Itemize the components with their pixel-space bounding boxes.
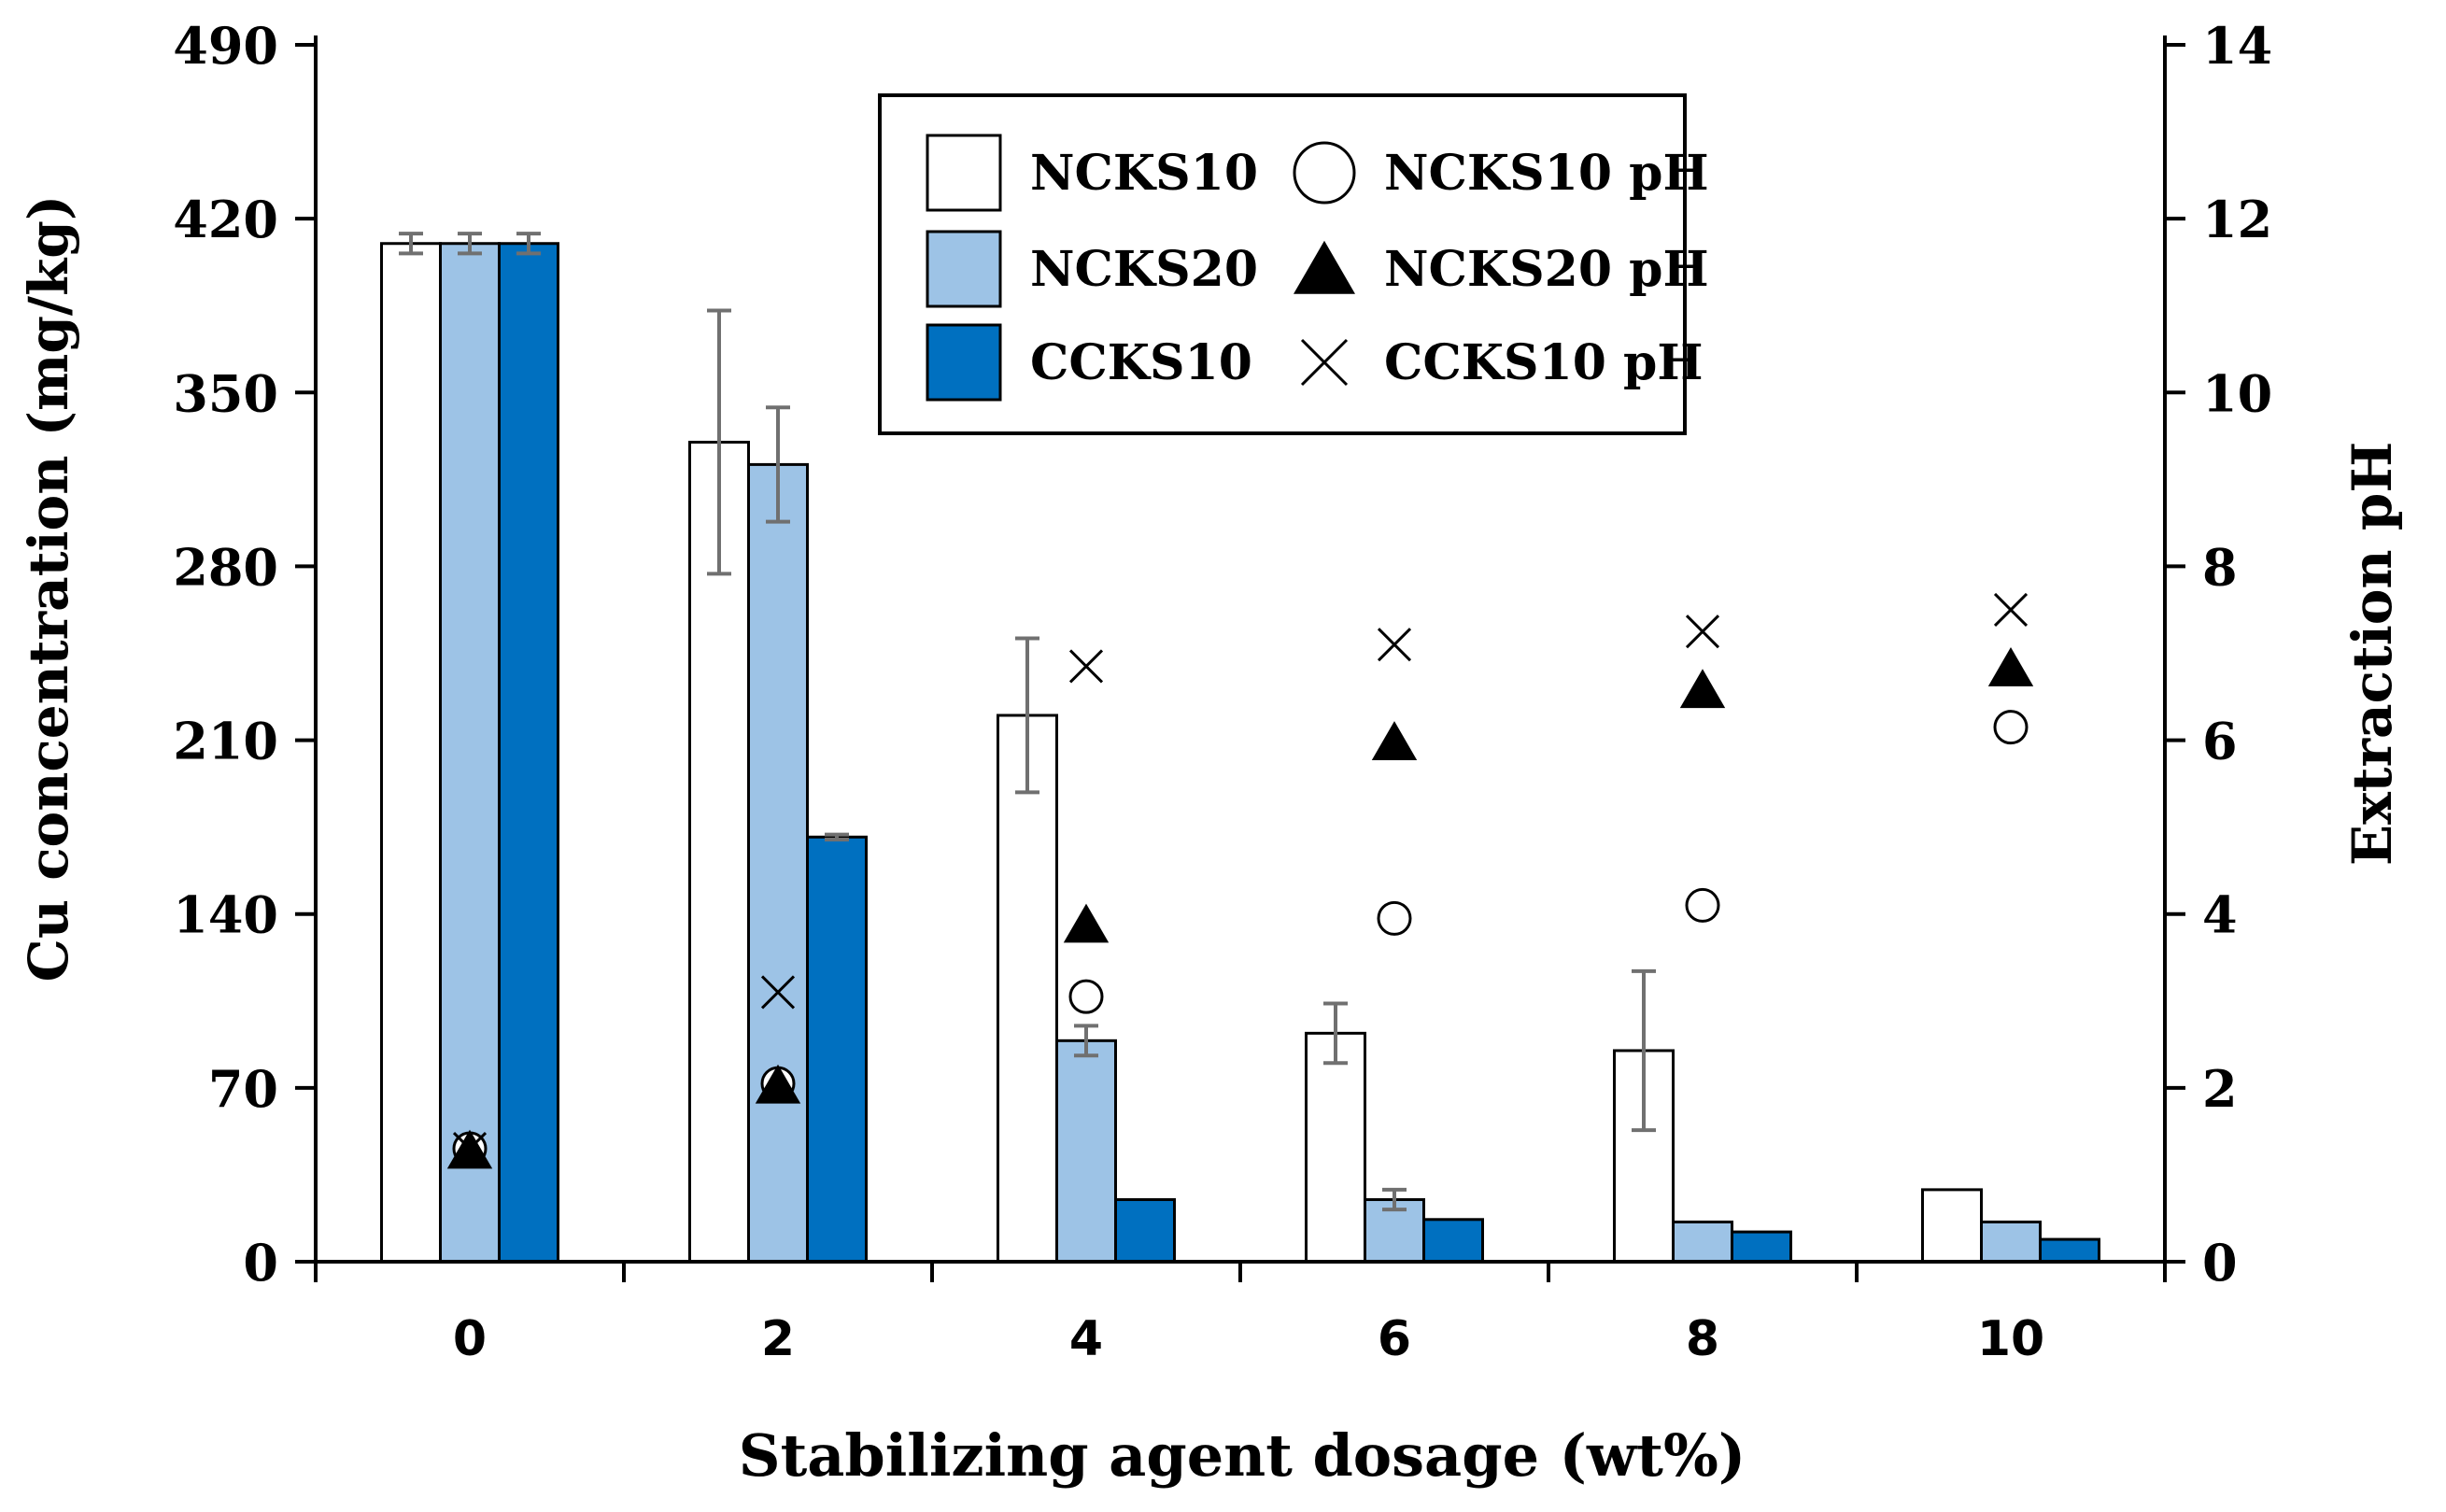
legend-marker-ccks10-ph bbox=[1300, 338, 1349, 387]
y2-axis-label: Extraction pH bbox=[2340, 442, 2404, 866]
bar-ncks10-10 bbox=[1921, 1188, 1983, 1264]
ph-marker-ccks10-ph-2 bbox=[760, 975, 796, 1010]
bar-ncks20-4 bbox=[1055, 1039, 1117, 1264]
bar-ncks20-0 bbox=[439, 242, 501, 1264]
legend-label-ncks10-ph: NCKS10 pH bbox=[1384, 145, 1709, 202]
legend-swatch-ncks10 bbox=[926, 134, 1002, 212]
y-tick-label-0: 0 bbox=[243, 1233, 278, 1293]
ph-marker-ccks10-ph-0-stroke-b bbox=[452, 1131, 488, 1166]
bar-ccks10-2 bbox=[806, 835, 868, 1264]
bar-ncks10-0 bbox=[380, 242, 442, 1264]
y-tick-label-420: 420 bbox=[173, 190, 278, 249]
legend-label-ccks10: CCKS10 bbox=[1030, 334, 1252, 391]
x-tick-label-10: 10 bbox=[1977, 1311, 2044, 1367]
ph-marker-ncks20-ph-6 bbox=[1371, 721, 1418, 760]
y2-tick-label-12: 12 bbox=[2202, 190, 2272, 249]
legend: NCKS10 NCKS20 CCKS10 NCKS10 pH NCKS20 pH CCKS… bbox=[878, 93, 1709, 435]
y2-tick-label-14: 14 bbox=[2202, 16, 2272, 76]
bar-ncks10-2 bbox=[688, 440, 750, 1264]
ph-marker-ncks20-ph-8 bbox=[1679, 669, 1726, 709]
ph-marker-ccks10-ph-10-stroke-b bbox=[1993, 592, 2029, 628]
ph-marker-ncks10-ph-6 bbox=[1377, 900, 1412, 936]
legend-label-ccks10-ph: CCKS10 pH bbox=[1384, 334, 1703, 391]
legend-box bbox=[878, 93, 1687, 435]
y-tick-label-350: 350 bbox=[173, 363, 278, 423]
legend-swatch-ccks10 bbox=[926, 323, 1002, 402]
ph-marker-ccks10-ph-6 bbox=[1377, 628, 1412, 662]
bar-ncks10-4 bbox=[997, 714, 1058, 1264]
y-tick-label-70: 70 bbox=[208, 1059, 278, 1119]
ph-marker-ccks10-ph-2-stroke-b bbox=[760, 975, 796, 1010]
legend-marker-ncks20-ph bbox=[1294, 240, 1355, 294]
y2-tick-label-0: 0 bbox=[2202, 1233, 2238, 1293]
legend-swatch-ncks20 bbox=[926, 230, 1002, 308]
y-axis-label: Cu concentration (mg/kg) bbox=[17, 195, 80, 982]
legend-label-ncks20-ph: NCKS20 pH bbox=[1384, 241, 1709, 298]
x-tick-label-8: 8 bbox=[1686, 1311, 1719, 1367]
x-tick-label-2: 2 bbox=[761, 1311, 795, 1367]
bar-ccks10-6 bbox=[1422, 1218, 1484, 1264]
y2-tick-label-2: 2 bbox=[2202, 1059, 2238, 1119]
ph-marker-ccks10-ph-10 bbox=[1993, 592, 2029, 628]
ph-markers-layer bbox=[446, 592, 2034, 1169]
ph-marker-ccks10-ph-8 bbox=[1685, 615, 1720, 649]
y-tick-label-210: 210 bbox=[173, 712, 278, 771]
ph-marker-ncks10-ph-10 bbox=[1993, 710, 2029, 745]
bar-ncks10-6 bbox=[1305, 1031, 1366, 1264]
x-tick-label-0: 0 bbox=[453, 1311, 487, 1367]
y-tick-label-140: 140 bbox=[173, 885, 278, 945]
legend-label-ncks10: NCKS10 bbox=[1030, 145, 1258, 202]
ph-marker-ncks10-ph-4 bbox=[1068, 979, 1104, 1014]
bar-ncks20-2 bbox=[747, 462, 809, 1264]
legend-label-ncks20: NCKS20 bbox=[1030, 241, 1258, 298]
x-tick-label-4: 4 bbox=[1069, 1311, 1103, 1367]
ph-marker-ccks10-ph-6-stroke-b bbox=[1377, 628, 1412, 662]
y2-tick-label-4: 4 bbox=[2202, 885, 2238, 945]
y2-tick-label-10: 10 bbox=[2202, 363, 2272, 423]
bar-ccks10-8 bbox=[1731, 1230, 1792, 1264]
legend-marker-ccks10-ph-stroke-b bbox=[1300, 338, 1349, 387]
x-axis-label: Stabilizing agent dosage (wt%) bbox=[739, 1421, 1746, 1490]
bar-ncks20-10 bbox=[1980, 1220, 2042, 1264]
y-tick-label-280: 280 bbox=[173, 537, 278, 597]
ph-marker-ncks20-ph-4 bbox=[1063, 903, 1110, 943]
error-bars-layer bbox=[399, 232, 1656, 1212]
y2-tick-label-6: 6 bbox=[2202, 712, 2238, 771]
x-tick-label-6: 6 bbox=[1378, 1311, 1411, 1367]
bar-ccks10-0 bbox=[498, 242, 559, 1264]
ph-marker-ncks20-ph-10 bbox=[1987, 647, 2034, 686]
ph-marker-ccks10-ph-4-stroke-b bbox=[1068, 649, 1104, 684]
ph-marker-ccks10-ph-4 bbox=[1068, 649, 1104, 684]
ph-marker-ncks20-ph-2 bbox=[755, 1064, 801, 1104]
legend-marker-ncks10-ph bbox=[1293, 141, 1356, 205]
y-tick-label-490: 490 bbox=[173, 16, 278, 76]
bar-ncks20-8 bbox=[1672, 1220, 1733, 1264]
bar-ccks10-10 bbox=[2039, 1237, 2100, 1264]
ph-marker-ccks10-ph-0 bbox=[452, 1131, 488, 1166]
y2-tick-label-8: 8 bbox=[2202, 537, 2238, 597]
bar-ccks10-4 bbox=[1114, 1198, 1176, 1264]
ph-marker-ncks10-ph-8 bbox=[1685, 887, 1720, 923]
ph-marker-ccks10-ph-8-stroke-b bbox=[1685, 615, 1720, 649]
